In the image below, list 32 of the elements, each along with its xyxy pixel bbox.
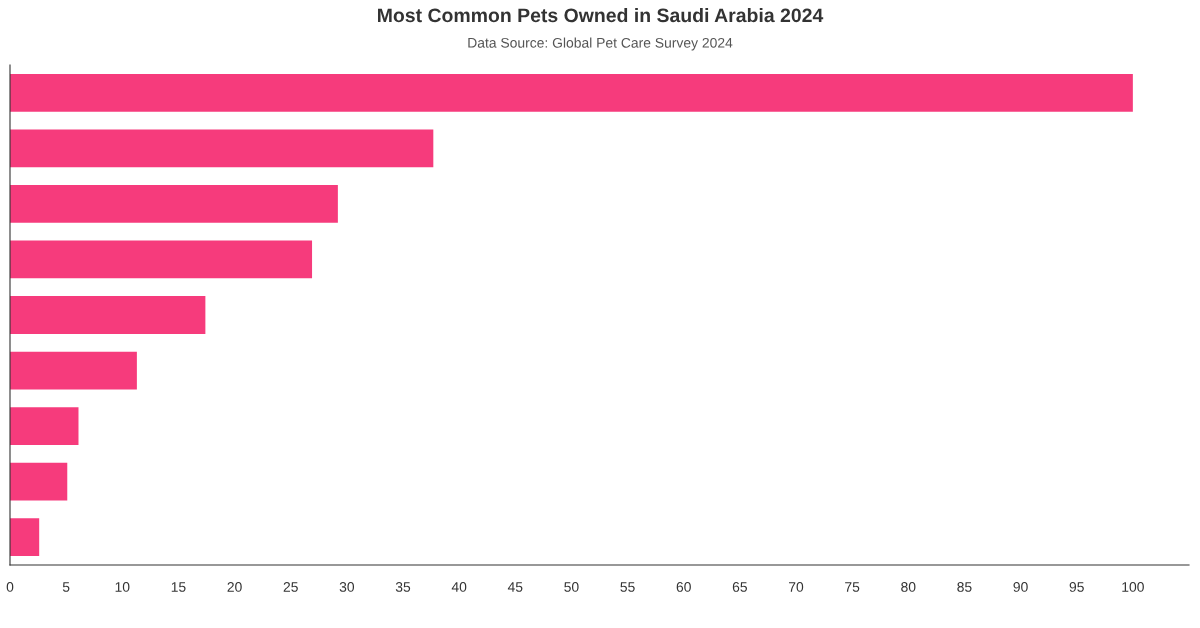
x-tick-label: 60 xyxy=(676,582,691,592)
bar xyxy=(10,73,1133,112)
x-tick-label: 45 xyxy=(507,582,523,592)
x-tick-label: 50 xyxy=(564,582,579,592)
bar xyxy=(10,296,206,334)
chart-title: Most Common Pets Owned in Saudi Arabia 2024 xyxy=(378,7,824,23)
x-tick-label: 90 xyxy=(1013,582,1028,592)
x-tick-label: 70 xyxy=(788,582,804,592)
bar xyxy=(10,407,79,445)
x-tick-label: 15 xyxy=(171,582,186,592)
bar xyxy=(10,129,434,168)
bar xyxy=(10,462,68,501)
x-tick-label: 5 xyxy=(62,582,70,592)
x-tick-label: 75 xyxy=(845,582,860,592)
x-tick-label: 20 xyxy=(227,582,242,592)
bar xyxy=(10,240,313,279)
x-tick-label: 10 xyxy=(115,582,130,592)
chart-subtitle: Data Source: Global Pet Care Survey 2024 xyxy=(468,37,733,51)
x-tick-label: 30 xyxy=(339,582,355,592)
x-tick-label: 100 xyxy=(1122,582,1144,592)
x-tick-label: 80 xyxy=(901,582,916,592)
x-tick-label: 40 xyxy=(451,582,467,592)
x-tick-label: 25 xyxy=(283,582,298,592)
x-tick-label: 0 xyxy=(6,582,14,592)
bar xyxy=(10,351,137,390)
x-tick-label: 65 xyxy=(732,582,747,592)
bar xyxy=(10,518,40,557)
x-tick-label: 55 xyxy=(620,582,635,592)
x-tick-label: 35 xyxy=(395,582,411,592)
x-tick-label: 95 xyxy=(1069,582,1084,592)
bar xyxy=(10,185,338,223)
x-tick-label: 85 xyxy=(957,582,972,592)
